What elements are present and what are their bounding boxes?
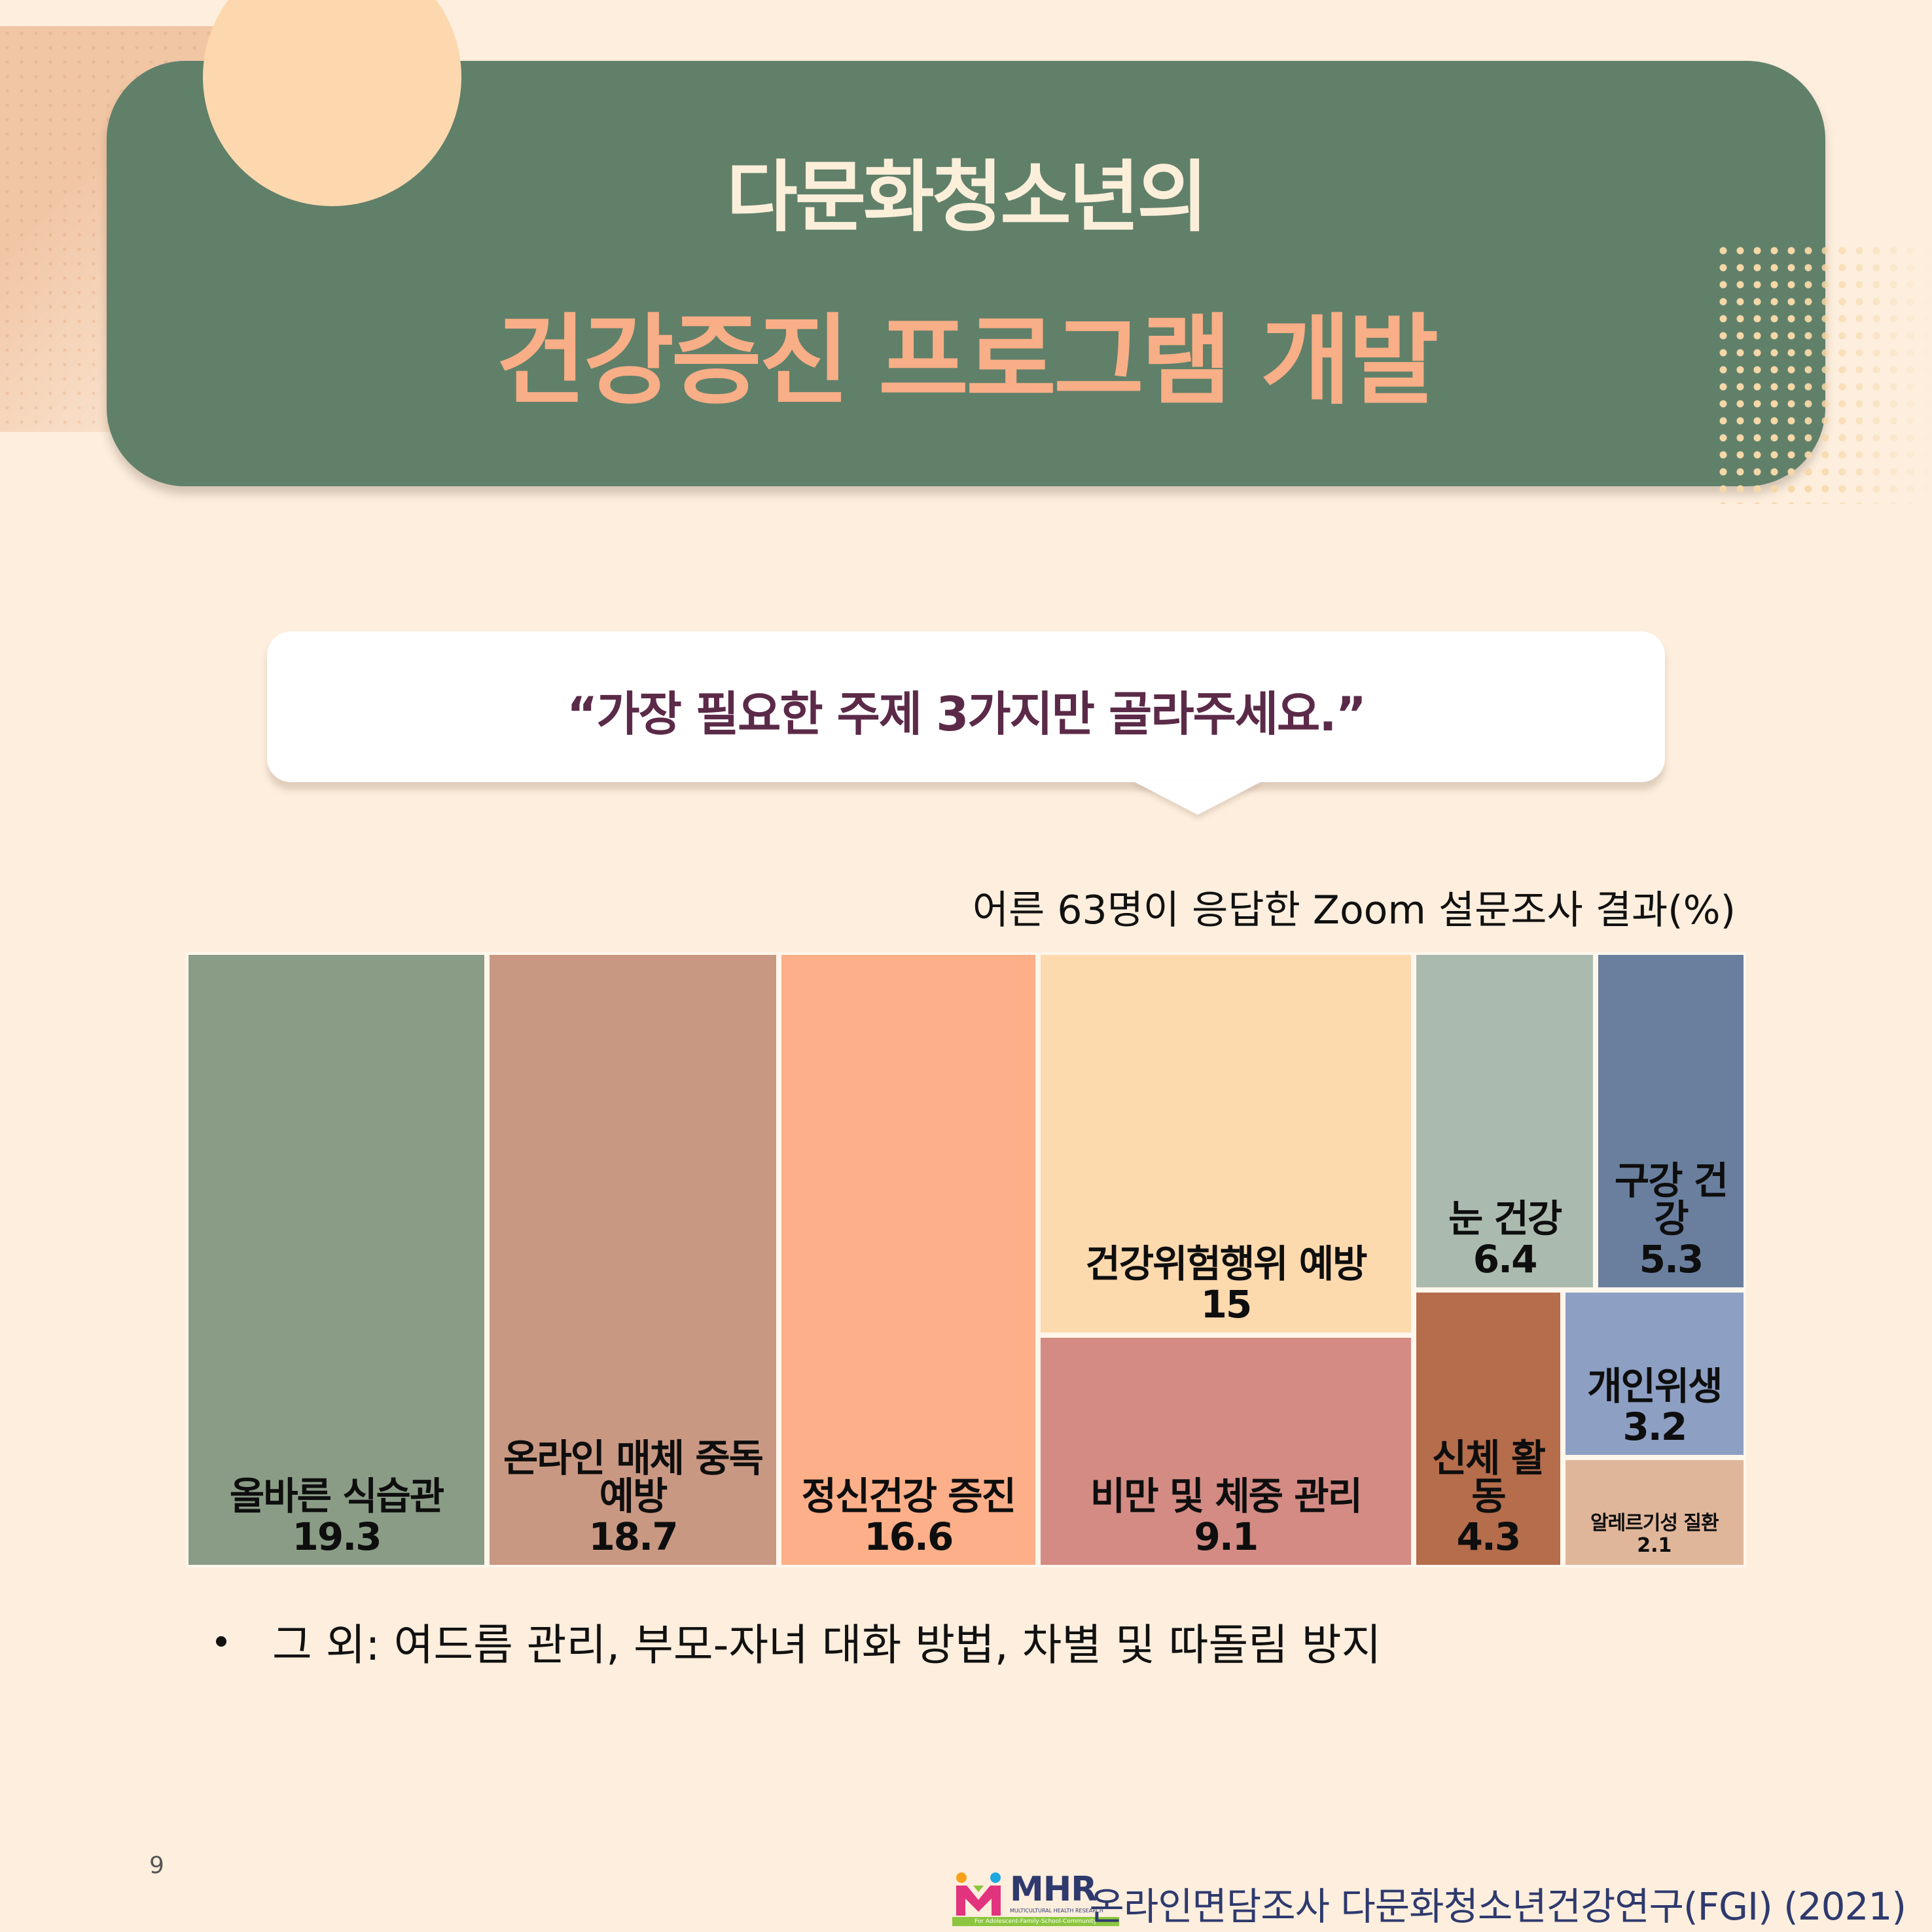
note-text: 그 외: 여드름 관리, 부모-자녀 대화 방법, 차별 및 따돌림 방지 — [272, 1620, 1382, 1670]
treemap-cell: 구강 건강 5.3 — [1595, 952, 1746, 1291]
treemap-cell-value: 3.2 — [1622, 1404, 1687, 1450]
treemap-cell: 온라인 매체 중독 예방 18.7 — [487, 952, 779, 1567]
treemap-cell: 신체 활동 4.3 — [1414, 1290, 1563, 1567]
question-bubble-tail — [1132, 781, 1263, 815]
logo-text: MHR — [1010, 1870, 1097, 1909]
logo-tagline: For Adolescent-Family-School-Community — [952, 1917, 1119, 1926]
treemap-cell-label: 건강위험행위 예방 — [1085, 1242, 1367, 1287]
treemap-cell-label: 신체 활동 — [1431, 1435, 1546, 1518]
circle-decoration — [203, 0, 461, 206]
question-bubble — [267, 632, 1665, 782]
logo-people-icon — [956, 1872, 1001, 1916]
treemap-cell-value: 2.1 — [1637, 1533, 1672, 1557]
treemap-cell-label: 구강 건강 — [1614, 1158, 1728, 1242]
title-line-1: 다문화청소년의 — [726, 152, 1208, 242]
treemap-cell-label: 눈 건강 — [1448, 1196, 1562, 1242]
bullet-icon — [216, 1636, 226, 1647]
treemap-cell: 올바른 식습관 19.3 — [186, 952, 488, 1567]
treemap-cell-value: 4.3 — [1456, 1514, 1522, 1559]
treemap-cell: 건강위험행위 예방 15 — [1037, 952, 1414, 1336]
mhr-logo: MHR MULTICULTURAL HEALTH RESEARCH For Ad… — [952, 1869, 1119, 1927]
treemap-cell-value: 5.3 — [1639, 1237, 1704, 1282]
dot-pattern-decoration-right — [1715, 242, 1932, 504]
treemap-cell-label: 개인위생 — [1587, 1364, 1723, 1409]
title-line-2: 건강증진 프로그램 개발 — [495, 304, 1439, 418]
note: 그 외: 여드름 관리, 부모-자녀 대화 방법, 차별 및 따돌림 방지 — [216, 1610, 1381, 1673]
treemap-cell-value: 16.6 — [864, 1514, 954, 1559]
page-number: 9 — [149, 1852, 164, 1879]
treemap-cell-value: 15 — [1200, 1282, 1253, 1327]
question-text: “가장 필요한 주제 3가지만 골라주세요.” — [567, 687, 1367, 742]
treemap-cell: 정신건강 증진 16.6 — [778, 952, 1038, 1567]
source-caption: 온라인면담조사 다문화청소년건강연구(FGI) (2021) — [1089, 1884, 1906, 1929]
treemap-cell-value: 18.7 — [588, 1514, 678, 1559]
logo-subtext: MULTICULTURAL HEALTH RESEARCH — [1010, 1908, 1103, 1914]
chart-title: 어른 63명이 응답한 Zoom 설문조사 결과(%) — [972, 887, 1736, 933]
treemap-cell-label: 온라인 매체 중독 예방 — [503, 1436, 764, 1518]
treemap-cell-label: 정신건강 증진 — [801, 1474, 1016, 1518]
treemap-chart: 올바른 식습관 19.3 온라인 매체 중독 예방 18.7 정신건강 증진 16.6 건강… — [186, 952, 1746, 1567]
treemap-cell: 비만 및 체중 관리 9.1 — [1037, 1335, 1414, 1567]
treemap-cell-label: 알레르기성 질환 — [1590, 1511, 1719, 1535]
treemap-cell: 알레르기성 질환 2.1 — [1562, 1458, 1746, 1567]
treemap-cell-label: 비만 및 체중 관리 — [1090, 1473, 1363, 1518]
treemap-cell-value: 9.1 — [1194, 1514, 1259, 1559]
treemap-cell: 개인위생 3.2 — [1562, 1290, 1746, 1458]
treemap-cell: 눈 건강 6.4 — [1414, 952, 1596, 1291]
treemap-cell-label: 올바른 식습관 — [229, 1474, 444, 1518]
treemap-cell-value: 6.4 — [1473, 1237, 1538, 1282]
treemap-cell-value: 19.3 — [292, 1514, 382, 1559]
